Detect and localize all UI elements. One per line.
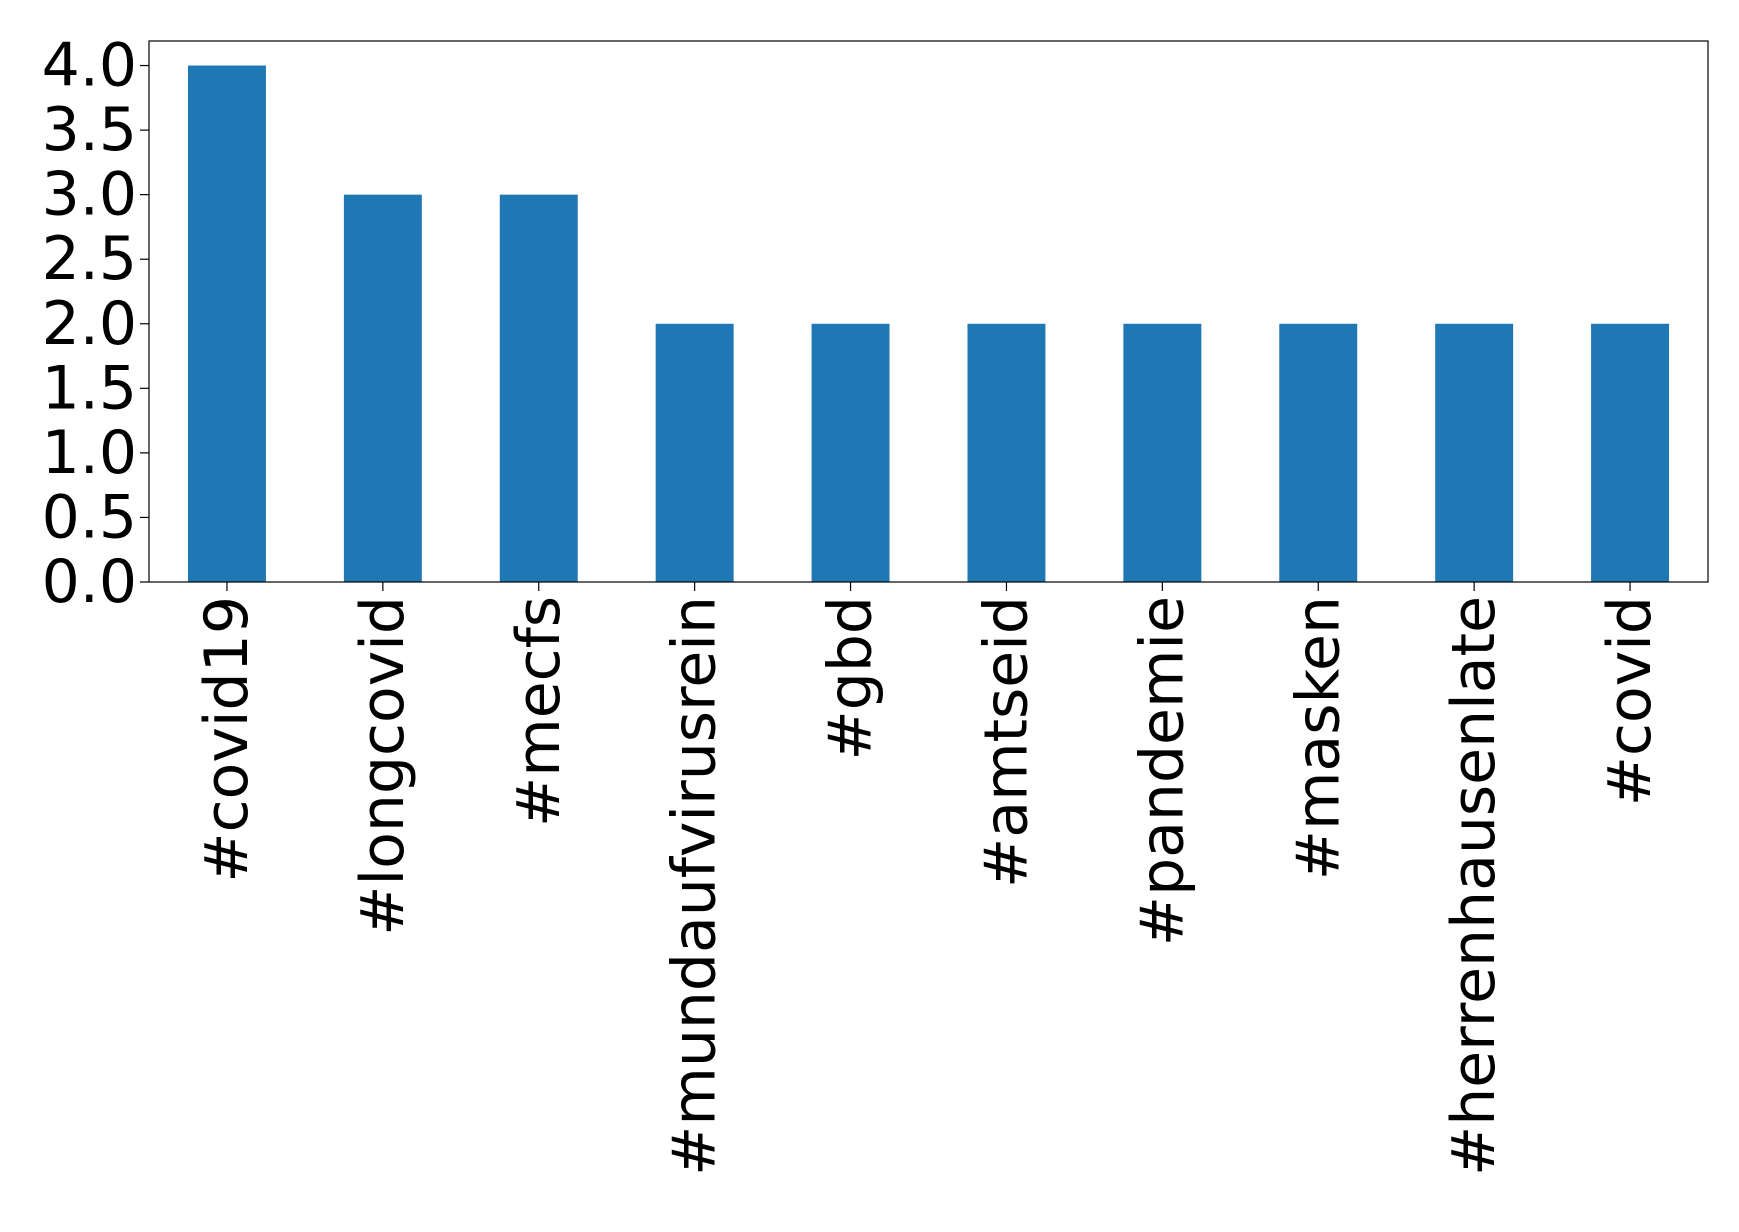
- x-tick-label: #pandemie: [1127, 596, 1197, 946]
- x-tick-label: #amtseid: [971, 596, 1041, 888]
- x-tick-label: #longcovid: [348, 596, 418, 936]
- x-tick-label: #mundaufvirusrein: [660, 596, 730, 1176]
- x-tick-label: #covid: [1595, 596, 1665, 806]
- plot-frame: [148, 40, 1709, 583]
- x-tick-label: #gbd: [816, 596, 886, 761]
- bar: [1123, 323, 1202, 582]
- y-tick-label: 0.5: [42, 482, 137, 552]
- bar: [499, 194, 578, 582]
- x-tick-label: #covid19: [192, 596, 262, 883]
- y-tick-label: 3.5: [42, 95, 137, 165]
- x-tick-label: #herrenhausenlate: [1439, 596, 1509, 1176]
- bar: [655, 323, 734, 582]
- bar: [1279, 323, 1358, 582]
- bar: [967, 323, 1046, 582]
- y-tick-label: 0.0: [42, 547, 137, 617]
- bar: [343, 194, 422, 582]
- bar: [1591, 323, 1670, 582]
- bar: [811, 323, 890, 582]
- y-tick-label: 4.0: [42, 31, 137, 101]
- y-tick-label: 2.0: [42, 289, 137, 359]
- y-tick-label: 3.0: [42, 160, 137, 230]
- x-tick-label: #masken: [1283, 596, 1353, 880]
- y-tick-label: 2.5: [42, 224, 137, 294]
- bar: [187, 65, 266, 582]
- bar: [1435, 323, 1514, 582]
- y-tick-label: 1.0: [42, 418, 137, 488]
- x-tick-label: #mecfs: [504, 596, 574, 827]
- y-tick-label: 1.5: [42, 353, 137, 423]
